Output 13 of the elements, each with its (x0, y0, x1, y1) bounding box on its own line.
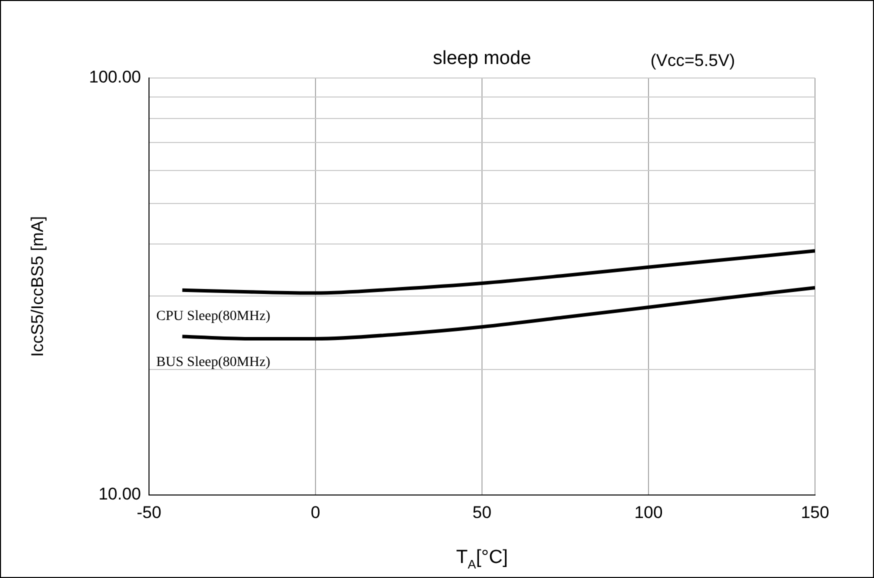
x-tick-label: 0 (310, 502, 320, 522)
line-series (180, 249, 815, 295)
series-label: CPU Sleep(80MHz) (156, 308, 271, 324)
y-tick-label: 100.00 (89, 68, 141, 87)
text: (Vcc=5.5V) (650, 51, 735, 70)
x-tick-label: 100 (634, 502, 663, 522)
x-tick-label: 50 (472, 502, 492, 522)
y-tick-label: 10.00 (98, 484, 141, 504)
y-axis-title: IccS5/IccBS5 [mA] (28, 216, 47, 357)
series-label: BUS Sleep(80MHz) (156, 355, 271, 370)
chart-title: sleep mode (432, 48, 532, 69)
x-tick-label: -50 (136, 502, 162, 522)
x-tick-label: 150 (800, 502, 830, 522)
